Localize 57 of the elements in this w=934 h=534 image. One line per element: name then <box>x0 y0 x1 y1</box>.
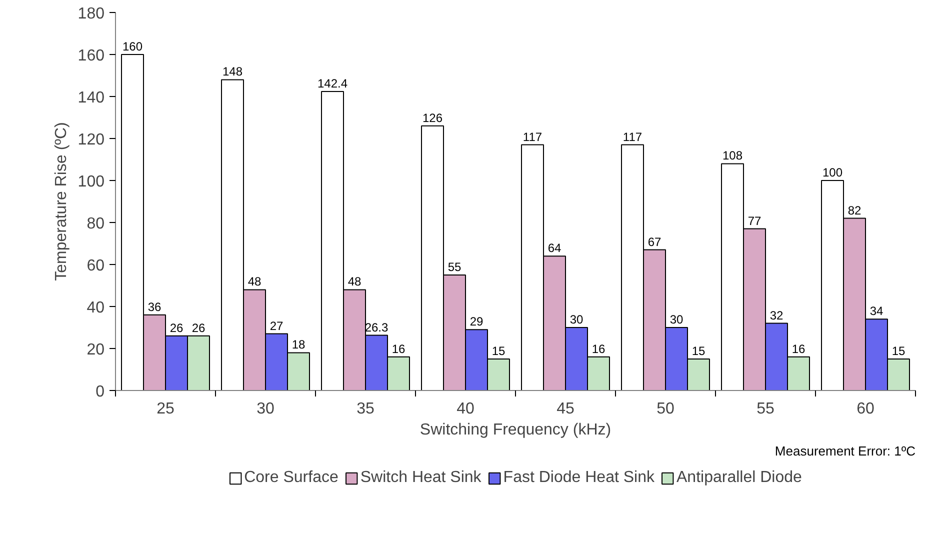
x-tick-label: 55 <box>756 400 774 418</box>
x-tick-label: 45 <box>556 400 574 418</box>
legend-label: Switch Heat Sink <box>360 469 482 487</box>
text: Measurement Error: 1ºC <box>774 444 916 458</box>
legend-label: Fast Diode Heat Sink <box>503 469 654 487</box>
data-label: 48 <box>248 274 262 289</box>
data-label: 26.3 <box>364 320 389 334</box>
legend-label: Core Surface <box>244 469 338 487</box>
data-label: 55 <box>448 260 462 274</box>
data-label: 160 <box>122 40 143 54</box>
data-label: 34 <box>870 304 884 318</box>
data-label: 15 <box>492 344 506 358</box>
x-tick-label: 40 <box>456 400 474 418</box>
data-label: 126 <box>422 110 443 125</box>
data-label: 26 <box>170 320 184 335</box>
data-label: 16 <box>392 342 406 356</box>
y-tick-label: 40 <box>86 300 105 316</box>
data-label: 77 <box>748 214 762 228</box>
y-axis-title: Temperature Rise (ºC) <box>52 122 70 281</box>
data-label: 117 <box>622 130 642 144</box>
y-tick-label: 180 <box>78 6 105 22</box>
y-tick-label: 160 <box>78 48 105 64</box>
data-label: 16 <box>792 342 806 356</box>
y-tick-label: 20 <box>86 342 105 358</box>
x-axis-title: Switching Frequency (kHz) <box>420 422 612 438</box>
data-label: 48 <box>348 274 362 289</box>
data-label: 15 <box>892 344 906 358</box>
x-tick-label: 60 <box>856 400 874 418</box>
x-tick-label: 35 <box>356 400 374 418</box>
data-label: 82 <box>848 203 862 218</box>
data-label: 32 <box>770 308 784 322</box>
data-label: 30 <box>570 312 584 326</box>
x-tick-label: 30 <box>256 400 274 418</box>
y-tick-label: 80 <box>86 216 105 232</box>
data-label: 148 <box>222 64 243 79</box>
y-tick-label: 0 <box>96 384 105 400</box>
data-label: 18 <box>292 338 306 352</box>
data-label: 117 <box>522 130 542 144</box>
legend-label: Antiparallel Diode <box>676 469 802 487</box>
x-tick-label: 50 <box>656 400 674 418</box>
data-label: 15 <box>692 344 706 358</box>
data-label: 108 <box>722 148 743 163</box>
y-tick-label: 60 <box>86 258 105 274</box>
data-label: 67 <box>648 234 662 249</box>
data-label: 16 <box>592 342 606 356</box>
data-label: 142.4 <box>317 76 348 90</box>
data-label: 30 <box>670 312 684 326</box>
x-tick-label: 25 <box>156 400 174 418</box>
y-tick-label: 100 <box>78 174 105 190</box>
y-tick-label: 120 <box>78 132 105 148</box>
y-tick-label: 140 <box>78 90 105 106</box>
data-label: 36 <box>148 300 162 314</box>
data-label: 100 <box>822 166 843 180</box>
data-label: 27 <box>270 318 284 333</box>
data-label: 64 <box>548 241 562 256</box>
data-label: 26 <box>192 320 206 335</box>
data-label: 29 <box>470 314 484 329</box>
